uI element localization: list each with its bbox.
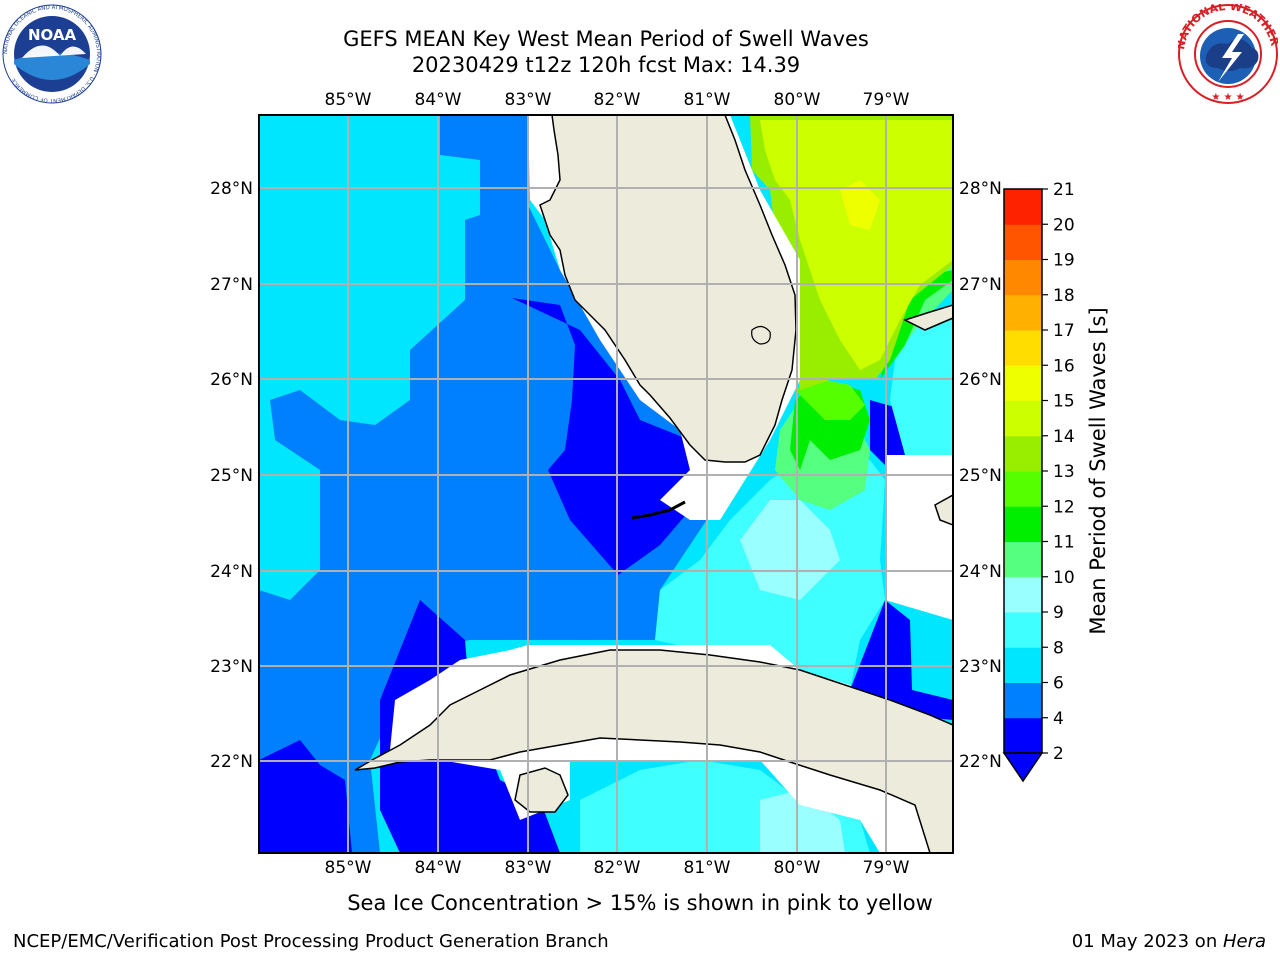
- svg-text:★ ★ ★: ★ ★ ★: [1211, 92, 1244, 103]
- footer-credit: NCEP/EMC/Verification Post Processing Pr…: [13, 931, 609, 952]
- lat-label-right: 25°N: [959, 466, 1002, 486]
- colorbar-tick-label: 19: [1053, 251, 1075, 271]
- colorbar-segment: [1004, 224, 1042, 260]
- colorbar-tick-label: 16: [1053, 356, 1075, 376]
- isla-de-la-juventud: [514, 767, 569, 813]
- colorbar-segment: [1004, 506, 1042, 542]
- lat-label-left: 25°N: [210, 466, 253, 486]
- colorbar-segment: [1004, 612, 1042, 648]
- colorbar-segment: [1004, 647, 1042, 683]
- colorbar-tick-label: 12: [1053, 497, 1075, 517]
- colorbar-tick-label: 2: [1053, 744, 1064, 764]
- colorbar-segment: [1004, 294, 1042, 331]
- contour-2-4s-edges: [850, 400, 953, 720]
- cuba-land: [354, 649, 953, 853]
- colorbar-tick-label: 17: [1053, 321, 1075, 341]
- colorbar-tick-label: 9: [1053, 603, 1064, 623]
- contour-4-6s: [259, 115, 720, 853]
- contour-14-15s: [840, 180, 880, 230]
- colorbar-tick-label: 15: [1053, 392, 1075, 412]
- map-title-line2: 20230429 t12z 120h fcst Max: 14.39: [411, 53, 801, 77]
- map-title-line1: GEFS MEAN Key West Mean Period of Swell …: [343, 27, 869, 51]
- lat-label-right: 23°N: [959, 657, 1002, 677]
- sea-ice-note: Sea Ice Concentration > 15% is shown in …: [347, 891, 933, 915]
- lat-label-right: 24°N: [959, 562, 1002, 582]
- lon-label-top: 80°W: [774, 90, 821, 110]
- colorbar-segment: [1004, 435, 1042, 472]
- footer-date: 01 May 2023 on Hera: [1072, 931, 1266, 952]
- colorbar-segment: [1004, 471, 1042, 507]
- lat-label-right: 28°N: [959, 179, 1002, 199]
- map-frame: [258, 114, 954, 854]
- lat-label-right: 22°N: [959, 752, 1002, 772]
- lat-label-right: 26°N: [959, 370, 1002, 390]
- colorbar-tick-label: 14: [1053, 427, 1075, 447]
- lon-label-top: 82°W: [594, 90, 641, 110]
- footer-machine: Hera: [1222, 931, 1266, 952]
- contour-6-8s-east: [890, 320, 953, 460]
- colorbar-under-arrow: [1002, 752, 1044, 783]
- colorbar-tick-label: 6: [1053, 674, 1064, 694]
- lon-label-bottom: 84°W: [415, 858, 462, 878]
- colorbar: 2 4 6 8 9 10 11 12 13 14 15 16 17 18 19 20 21: [1002, 180, 1075, 783]
- map-plot-area: [259, 115, 953, 853]
- lon-label-top: 79°W: [863, 90, 910, 110]
- lon-label-bottom: 85°W: [325, 858, 372, 878]
- colorbar-segment: [1004, 365, 1042, 401]
- contour-11-12s: [795, 378, 865, 420]
- colorbar-segment: [1004, 400, 1042, 437]
- lon-label-bottom: 81°W: [684, 858, 731, 878]
- footer-date-text: 01 May 2023 on: [1071, 931, 1223, 952]
- colorbar-tick-label: 18: [1053, 286, 1075, 306]
- noaa-logo: NOAA NATIONAL OCEANIC AND ATMOSPHERIC AD…: [2, 4, 102, 104]
- colorbar-tick-label: 21: [1053, 180, 1075, 200]
- colorbar-tick-label: 20: [1053, 215, 1075, 235]
- lat-label-left: 22°N: [210, 752, 253, 772]
- lon-label-bottom: 83°W: [505, 858, 552, 878]
- graticule: [259, 115, 953, 853]
- lat-label-left: 28°N: [210, 179, 253, 199]
- lon-label-bottom: 82°W: [594, 858, 641, 878]
- noaa-logo-text: NOAA: [28, 26, 77, 44]
- colorbar-tick-label: 11: [1053, 533, 1075, 553]
- lat-label-left: 23°N: [210, 657, 253, 677]
- colorbar-segment: [1004, 576, 1042, 613]
- lon-label-top: 84°W: [415, 90, 462, 110]
- contour-13-14s: [760, 120, 953, 370]
- bahamas-land: [903, 304, 953, 526]
- lon-label-top: 85°W: [325, 90, 372, 110]
- florida-land: [539, 115, 797, 463]
- lat-label-right: 27°N: [959, 275, 1002, 295]
- colorbar-tick-label: 8: [1053, 638, 1064, 658]
- lon-label-bottom: 80°W: [774, 858, 821, 878]
- colorbar-tick-label: 10: [1053, 568, 1075, 588]
- lake-okeechobee: [751, 325, 771, 345]
- contour-2-4s-central: [512, 298, 710, 575]
- colorbar-segment: [1004, 682, 1042, 719]
- florida-keys: [631, 500, 686, 520]
- lat-label-left: 24°N: [210, 562, 253, 582]
- colorbar-tick-label: 13: [1053, 462, 1075, 482]
- colorbar-tick-label: 4: [1053, 709, 1064, 729]
- colorbar-label: Mean Period of Swell Waves [s]: [1086, 307, 1110, 634]
- lat-label-left: 27°N: [210, 275, 253, 295]
- lon-label-bottom: 79°W: [863, 858, 910, 878]
- contour-8-9s: [740, 500, 845, 853]
- nws-logo: NATIONAL WEATHER SERVICE ★ ★ ★: [1174, 0, 1280, 104]
- colorbar-segment: [1004, 189, 1042, 225]
- lon-label-top: 83°W: [505, 90, 552, 110]
- lat-label-left: 26°N: [210, 370, 253, 390]
- lon-label-top: 81°W: [684, 90, 731, 110]
- colorbar-segment: [1004, 541, 1042, 578]
- colorbar-segment: [1004, 717, 1042, 754]
- colorbar-segment: [1004, 259, 1042, 296]
- colorbar-segment: [1004, 330, 1042, 366]
